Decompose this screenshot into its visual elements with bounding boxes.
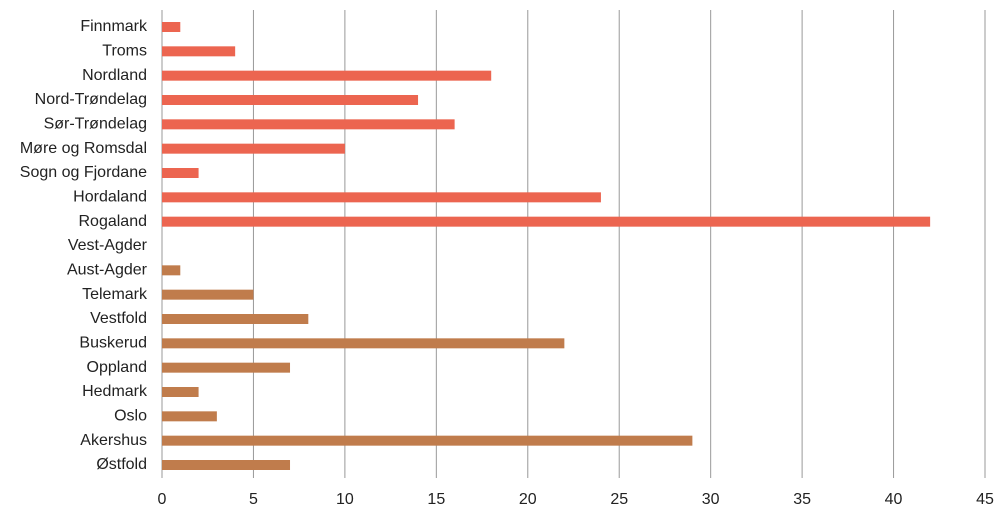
x-tick-label: 35 — [793, 491, 811, 508]
y-tick-label: Finnmark — [80, 18, 148, 35]
y-tick-label: Vest-Agder — [68, 237, 148, 254]
y-tick-label: Hedmark — [82, 383, 148, 400]
y-tick-label: Aust-Agder — [67, 262, 148, 279]
x-tick-label: 45 — [976, 491, 994, 508]
y-tick-label: Buskerud — [79, 335, 147, 352]
y-tick-label: Nordland — [82, 67, 147, 84]
x-tick-label: 20 — [519, 491, 537, 508]
bar — [162, 46, 236, 57]
x-tick-label: 5 — [249, 491, 258, 508]
bar — [162, 314, 309, 324]
bar — [162, 22, 181, 32]
x-tick-label: 0 — [158, 491, 167, 508]
y-tick-label: Møre og Romsdal — [20, 140, 147, 157]
x-tick-label: 10 — [336, 491, 354, 508]
bar — [162, 265, 181, 276]
y-tick-label: Troms — [102, 43, 147, 60]
y-tick-label: Telemark — [82, 286, 148, 303]
y-tick-label: Vestfold — [90, 310, 147, 327]
bar — [162, 362, 291, 373]
x-tick-label: 15 — [427, 491, 445, 508]
bar — [162, 192, 601, 203]
bar — [162, 435, 693, 446]
bar — [162, 70, 492, 81]
bar — [162, 143, 345, 154]
bar — [162, 168, 199, 178]
y-tick-label: Hordaland — [73, 189, 147, 206]
y-tick-label: Oslo — [114, 408, 147, 425]
y-tick-label: Sør-Trøndelag — [44, 116, 147, 133]
bar — [162, 411, 217, 422]
x-tick-label: 30 — [702, 491, 720, 508]
x-tick-label: 40 — [885, 491, 903, 508]
bar — [162, 216, 931, 227]
y-tick-label: Sogn og Fjordane — [20, 164, 147, 181]
y-tick-label: Rogaland — [79, 213, 148, 230]
bar — [162, 289, 254, 300]
y-tick-label: Oppland — [87, 359, 148, 376]
bar — [162, 119, 455, 130]
bar — [162, 460, 291, 470]
bar — [162, 338, 565, 349]
bar — [162, 387, 199, 397]
bar — [162, 95, 419, 105]
x-tick-label: 25 — [610, 491, 628, 508]
y-tick-label: Østfold — [96, 456, 147, 473]
y-tick-label: Akershus — [80, 432, 147, 449]
y-tick-label: Nord-Trøndelag — [35, 91, 147, 108]
